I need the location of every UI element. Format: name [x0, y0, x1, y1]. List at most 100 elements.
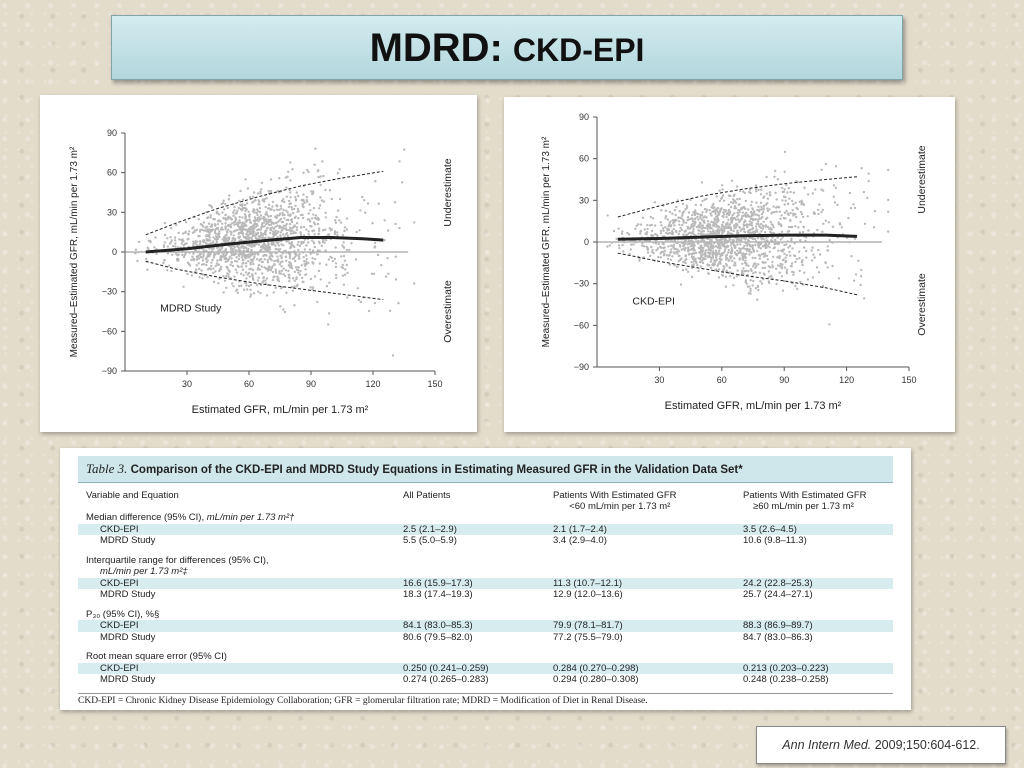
scatter-point — [242, 246, 246, 250]
scatter-point — [788, 244, 792, 248]
scatter-point — [236, 228, 239, 232]
scatter-point — [370, 272, 374, 276]
scatter-point — [685, 257, 688, 261]
scatter-point — [206, 268, 210, 271]
scatter-point — [727, 259, 731, 262]
scatter-point — [704, 257, 707, 260]
scatter-point — [217, 233, 221, 236]
scatter-point — [227, 275, 230, 279]
scatter-point — [775, 198, 778, 201]
scatter-point — [782, 258, 785, 261]
scatter-point — [651, 250, 654, 254]
scatter-point — [253, 208, 256, 212]
scatter-point — [240, 203, 243, 207]
scatter-point — [674, 229, 678, 232]
scatter-point — [743, 244, 746, 248]
scatter-point — [223, 279, 227, 282]
scatter-point — [643, 228, 647, 231]
scatter-point — [645, 231, 649, 234]
scatter-point — [271, 205, 274, 208]
scatter-point — [319, 175, 322, 178]
scatter-point — [702, 229, 705, 233]
scatter-point — [606, 245, 609, 248]
scatter-point — [824, 261, 827, 265]
scatter-point — [657, 242, 661, 246]
scatter-point — [276, 255, 279, 258]
scatter-point — [245, 288, 249, 291]
scatter-point — [673, 239, 677, 242]
x-tick-label: 150 — [901, 375, 916, 385]
scatter-point — [286, 211, 289, 214]
section-label-unit: mL/min per 1.73 m²† — [206, 512, 295, 523]
scatter-point — [280, 199, 284, 203]
scatter-point — [717, 213, 720, 217]
scatter-point — [247, 284, 251, 288]
lt60-value: 79.9 (78.1–81.7) — [553, 620, 623, 631]
scatter-point — [211, 258, 214, 262]
scatter-point — [328, 227, 331, 230]
scatter-point — [887, 198, 890, 202]
scatter-point — [216, 259, 219, 262]
scatter-point — [789, 254, 792, 257]
scatter-point — [674, 218, 677, 221]
scatter-point — [703, 251, 707, 255]
scatter-point — [779, 217, 782, 220]
scatter-point — [756, 213, 759, 217]
scatter-point — [282, 273, 285, 276]
scatter-point — [223, 208, 226, 211]
scatter-point — [769, 266, 772, 269]
scatter-point — [736, 237, 739, 240]
scatter-point — [780, 249, 783, 252]
scatter-point — [227, 224, 230, 227]
scatter-point — [699, 261, 702, 264]
scatter-point — [848, 191, 852, 195]
scatter-point — [249, 221, 253, 224]
scatter-point — [777, 223, 781, 226]
scatter-point — [298, 244, 302, 248]
scatter-point — [719, 246, 722, 249]
y-tick-label: 0 — [112, 247, 117, 257]
scatter-point — [193, 230, 196, 233]
scatter-point — [258, 200, 261, 203]
scatter-point — [780, 214, 783, 217]
scatter-point — [245, 284, 248, 287]
scatter-point — [806, 278, 809, 281]
scatter-point — [723, 266, 726, 269]
table-row: CKD-EPI 2.5 (2.1–2.9) 2.1 (1.7–2.4) 3.5 (2.… — [78, 523, 893, 535]
scatter-point — [260, 233, 263, 236]
scatter-point — [687, 253, 691, 256]
scatter-point — [742, 190, 745, 193]
scatter-point — [225, 286, 228, 289]
scatter-point — [201, 256, 204, 259]
scatter-point — [313, 223, 317, 226]
scatter-point — [758, 225, 761, 228]
scatter-point — [680, 248, 683, 251]
scatter-point — [237, 253, 240, 256]
scatter-point — [764, 217, 768, 221]
ge60-value: 10.6 (9.8–11.3) — [743, 535, 807, 546]
scatter-point — [191, 231, 195, 234]
scatter-point — [701, 261, 705, 265]
scatter-point — [296, 243, 299, 246]
scatter-point — [762, 278, 765, 281]
scatter-point — [765, 244, 768, 247]
scatter-point — [669, 258, 673, 261]
scatter-point — [263, 258, 266, 261]
scatter-point — [255, 252, 258, 255]
scatter-point — [269, 178, 273, 181]
scatter-point — [242, 288, 246, 291]
scatter-point — [393, 201, 397, 204]
scatter-point — [163, 233, 167, 237]
scatter-point — [240, 245, 243, 248]
scatter-point — [681, 269, 685, 272]
scatter-point — [252, 226, 255, 230]
scatter-point — [248, 213, 251, 216]
scatter-point — [751, 244, 754, 247]
scatter-point — [260, 181, 264, 185]
scatter-point — [308, 218, 311, 221]
scatter-point — [257, 276, 260, 279]
scatter-point — [755, 190, 758, 193]
scatter-point — [672, 222, 675, 225]
scatter-point — [202, 249, 206, 252]
scatter-point — [297, 255, 300, 258]
